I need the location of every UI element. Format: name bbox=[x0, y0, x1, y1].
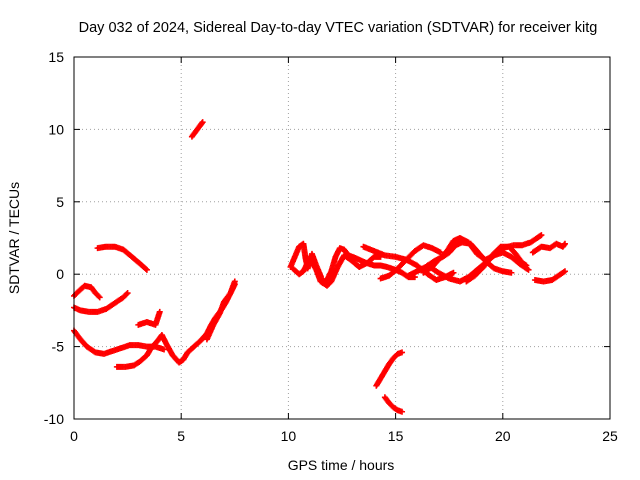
data-track bbox=[71, 290, 131, 315]
x-tick-label: 25 bbox=[602, 428, 618, 444]
data-point bbox=[538, 232, 545, 239]
data-point bbox=[143, 266, 150, 273]
data-track bbox=[71, 327, 168, 357]
y-tick-label: -5 bbox=[52, 339, 65, 355]
data-point bbox=[508, 269, 515, 276]
data-point bbox=[199, 119, 206, 126]
x-tick-label: 15 bbox=[388, 428, 404, 444]
x-tick-label: 10 bbox=[281, 428, 297, 444]
data-track bbox=[94, 243, 150, 273]
data-point bbox=[96, 294, 103, 301]
data-point bbox=[142, 265, 149, 272]
y-tick-label: 10 bbox=[48, 121, 64, 137]
data-point bbox=[450, 269, 457, 276]
data-track bbox=[373, 349, 406, 389]
data-track bbox=[529, 240, 568, 256]
x-tick-label: 5 bbox=[177, 428, 185, 444]
chart-title: Day 032 of 2024, Sidereal Day-to-day VTE… bbox=[79, 20, 598, 36]
data-point bbox=[399, 349, 406, 356]
data-track bbox=[289, 252, 384, 289]
data-point bbox=[525, 266, 532, 273]
y-tick-label: -10 bbox=[44, 411, 64, 427]
x-tick-label: 0 bbox=[70, 428, 78, 444]
data-track bbox=[135, 308, 163, 328]
data-track bbox=[420, 235, 532, 276]
y-tick-label: 15 bbox=[48, 49, 64, 65]
data-marks bbox=[71, 119, 568, 415]
data-point bbox=[161, 346, 168, 353]
data-point bbox=[156, 308, 163, 315]
data-track bbox=[377, 242, 444, 282]
data-point bbox=[124, 290, 131, 297]
data-point bbox=[523, 262, 530, 269]
data-point bbox=[561, 268, 568, 275]
data-track bbox=[463, 243, 530, 285]
data-track bbox=[381, 394, 406, 415]
data-track bbox=[531, 268, 568, 285]
x-tick-label: 20 bbox=[495, 428, 511, 444]
data-point bbox=[95, 293, 102, 300]
data-point bbox=[123, 291, 130, 298]
y-axis-label: SDTVAR / TECUs bbox=[6, 182, 22, 294]
y-tick-label: 0 bbox=[56, 266, 64, 282]
plot-frame bbox=[73, 56, 611, 420]
data-track bbox=[203, 278, 238, 343]
y-tick-label: 5 bbox=[56, 194, 64, 210]
x-axis-label: GPS time / hours bbox=[288, 457, 395, 473]
data-point bbox=[231, 278, 238, 285]
data-point bbox=[561, 240, 568, 247]
data-point bbox=[399, 408, 406, 415]
data-track bbox=[71, 282, 103, 301]
axis-ticks: 0 5 10 15 20 25 -10 -5 0 5 10 15 bbox=[44, 49, 618, 444]
data-track bbox=[188, 119, 206, 140]
data-track bbox=[113, 281, 238, 370]
grid bbox=[74, 57, 610, 419]
